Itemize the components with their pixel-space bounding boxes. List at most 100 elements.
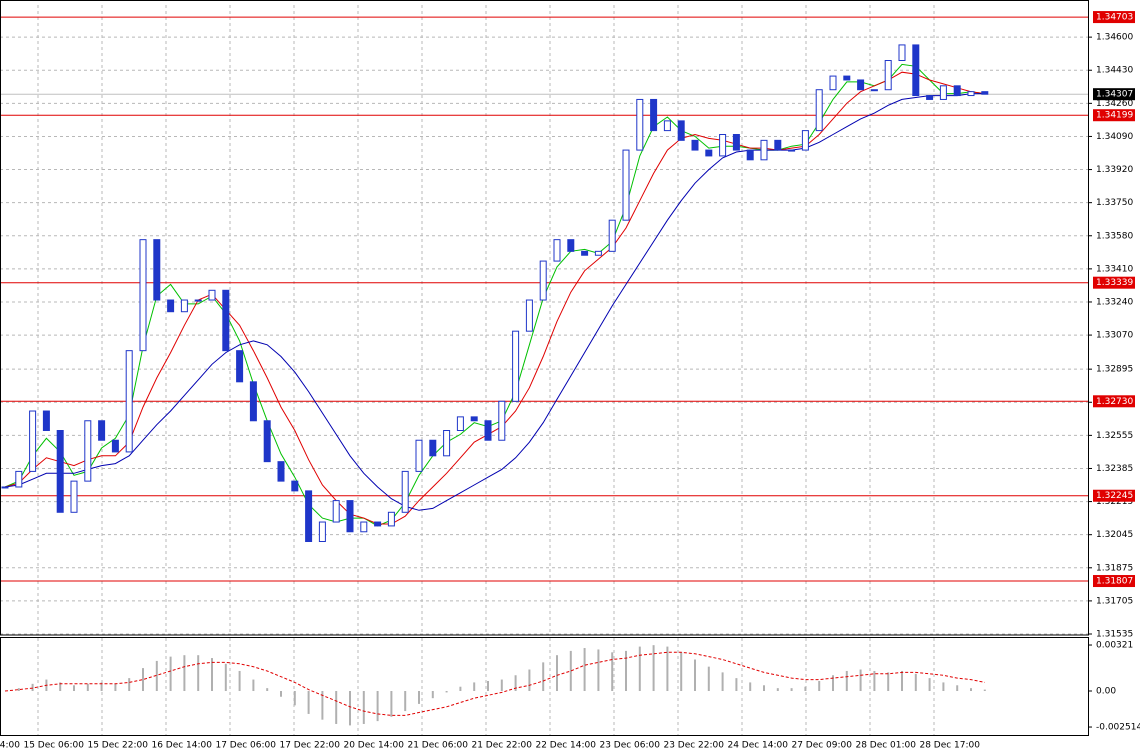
candle (843, 75, 851, 81)
y-tick-label: 1.31705 (1096, 596, 1133, 606)
candle (194, 299, 202, 302)
y-tick-label: 1.33410 (1096, 264, 1133, 274)
candle (857, 79, 865, 91)
level-label-box (1093, 395, 1135, 408)
candle (470, 416, 478, 422)
candle (663, 120, 671, 132)
candle (732, 134, 740, 151)
candle (691, 139, 699, 151)
level-label-box (1093, 276, 1135, 289)
y-tick-label: 1.33070 (1096, 331, 1133, 341)
x-tick-label: 15 Dec 06:00 (23, 741, 84, 751)
candle (525, 299, 533, 332)
candle (456, 416, 464, 431)
current-price-box (1093, 88, 1135, 101)
candle (539, 260, 547, 301)
level-label: 1.32730 (1096, 397, 1133, 407)
candle (139, 239, 147, 352)
candle (760, 139, 768, 161)
candle (360, 521, 368, 533)
candle (1, 486, 9, 489)
candle (401, 470, 409, 513)
x-tick-label: 17 Dec 06:00 (215, 741, 276, 751)
candle (153, 239, 161, 301)
moving-average-line (4, 93, 985, 511)
candle (553, 239, 561, 262)
moving-average-line (4, 71, 985, 525)
level-label: 1.33339 (1096, 278, 1133, 288)
x-tick-label: 24 Dec 14:00 (727, 741, 788, 751)
current-price-label: 1.34307 (1096, 90, 1133, 100)
candle (387, 511, 395, 527)
main-frame (0, 0, 1089, 636)
candle (829, 75, 837, 91)
y-tick-label: 1.32895 (1096, 365, 1133, 375)
candle (111, 439, 119, 453)
candle (236, 350, 244, 383)
candle (443, 430, 451, 457)
x-tick-label: 22 Dec 14:00 (535, 741, 596, 751)
candle (84, 420, 92, 482)
y-tick-label: 1.32045 (1096, 530, 1133, 540)
candle (346, 500, 354, 533)
candle (208, 289, 216, 301)
level-label-box (1093, 109, 1135, 122)
candle (719, 134, 727, 157)
y-tick-label: 1.33240 (1096, 297, 1133, 307)
candle (484, 420, 492, 441)
candle (70, 480, 78, 513)
candle (774, 139, 782, 151)
candle (305, 490, 313, 542)
candle (884, 60, 892, 91)
x-tick-label: 28 Dec 17:00 (919, 741, 980, 751)
x-tick-label: 27 Dec 09:00 (791, 741, 852, 751)
candle (498, 400, 506, 441)
candle (125, 350, 133, 453)
candle (650, 98, 658, 132)
y-tick-label: 1.34260 (1096, 99, 1133, 109)
level-label: 1.31807 (1096, 577, 1133, 587)
candle (677, 120, 685, 141)
candle (939, 85, 947, 100)
macd-frame (0, 637, 1089, 736)
x-tick-label: 21 Dec 06:00 (407, 741, 468, 751)
x-tick-label: 21 Dec 22:00 (471, 741, 532, 751)
level-label: 1.34703 (1096, 13, 1133, 23)
candle (415, 439, 423, 472)
candle (801, 130, 809, 151)
candle (42, 410, 50, 431)
y-tick-label: 1.31875 (1096, 563, 1133, 573)
macd-signal-line (4, 651, 985, 716)
level-label-box (1093, 489, 1135, 502)
candle (429, 439, 437, 457)
y-tick-label: 1.34600 (1096, 33, 1133, 43)
macd-tick-label: -0.002514 (1096, 723, 1140, 733)
level-label-box (1093, 575, 1135, 588)
candle (249, 381, 257, 422)
candle (318, 521, 326, 542)
candle (926, 95, 934, 100)
candle (608, 219, 616, 252)
y-tick-label: 1.32215 (1096, 497, 1133, 507)
x-tick-label: 28 Dec 01:00 (855, 741, 916, 751)
candle (263, 420, 271, 463)
y-tick-label: 1.32555 (1096, 431, 1133, 441)
candle (15, 470, 23, 488)
macd-tick-label: 0.00 (1096, 687, 1116, 697)
y-tick-label: 1.34430 (1096, 66, 1133, 76)
candle (788, 149, 796, 152)
candle (967, 91, 975, 97)
candle (581, 250, 589, 256)
candle (912, 44, 920, 97)
candle (815, 89, 823, 132)
x-tick-label: 20 Dec 14:00 (343, 741, 404, 751)
candle (374, 521, 382, 527)
y-tick-label: 1.34090 (1096, 132, 1133, 142)
candle (870, 89, 878, 92)
candle (705, 149, 713, 157)
level-label: 1.34199 (1096, 111, 1133, 121)
candle (277, 461, 285, 482)
y-tick-label: 1.33580 (1096, 231, 1133, 241)
